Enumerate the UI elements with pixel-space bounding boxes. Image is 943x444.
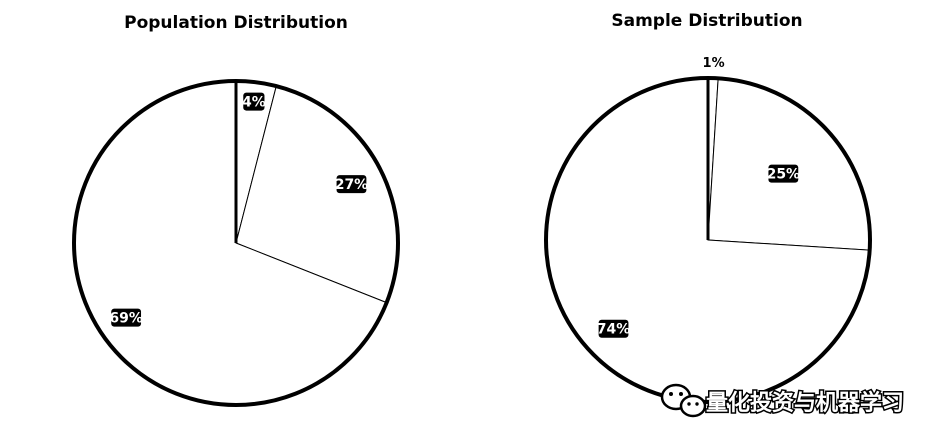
svg-text:27%: 27% [335,177,369,193]
pie-chart-population: Population Distribution 4% 27% 69% [72,13,400,407]
svg-text:4%: 4% [242,95,266,111]
watermark: 量化投资与机器学习 [660,383,906,418]
chart-title-population: Population Distribution [124,13,348,33]
svg-text:1%: 1% [703,56,725,71]
pie-slice-25-pct [707,77,871,251]
data-label-4-pct: 4% [242,92,266,111]
data-label-1-pct: 1% [703,56,725,71]
data-label-74-pct: 74% [597,319,631,338]
data-label-25-pct: 25% [767,164,801,183]
data-label-69-pct: 69% [109,308,143,327]
pie-labels-population: 4% 27% 69% [109,92,369,327]
pie-slices-sample [544,76,872,404]
svg-text:74%: 74% [597,322,631,338]
data-label-27-pct: 27% [335,175,369,194]
watermark-text: 量化投资与机器学习 [706,390,904,416]
pie-labels-sample: 1% 25% 74% [597,56,800,338]
svg-text:69%: 69% [109,311,143,327]
pie-slices-population [72,79,400,407]
pie-chart-sample: Sample Distribution 1% 25% 74% [544,11,872,404]
svg-text:25%: 25% [767,167,801,183]
wechat-icon [660,383,707,418]
chart-title-sample: Sample Distribution [611,11,802,31]
